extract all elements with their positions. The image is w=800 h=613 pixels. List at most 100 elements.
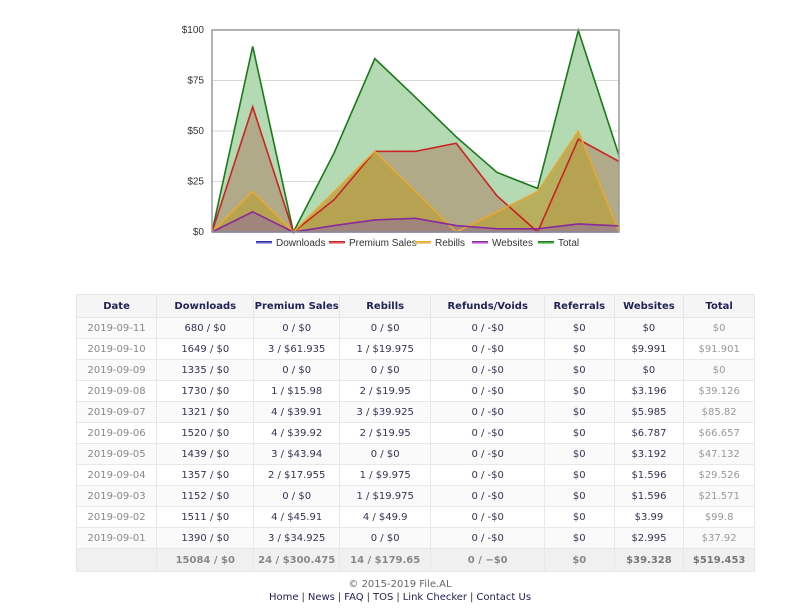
y-tick-label: $0 <box>193 227 205 238</box>
table-cell: 0 / $0 <box>253 359 340 381</box>
y-tick-label: $50 <box>187 126 204 137</box>
table-cell: 0 / $0 <box>338 527 432 549</box>
table-cell: 1520 / $0 <box>156 422 255 444</box>
date-cell: 2019-09-10 <box>75 338 158 360</box>
table-cell: $3.196 <box>613 380 685 402</box>
table-cell: 1 / $9.975 <box>338 464 432 486</box>
table-row: 2019-09-03 1152 / $0 0 / $0 1 / $19.975 0 / … <box>75 485 755 507</box>
table-cell: 1649 / $0 <box>156 338 255 360</box>
table-cell: $0 <box>543 380 615 402</box>
table-cell: 3 / $43.94 <box>253 443 340 465</box>
table-cell: 1439 / $0 <box>156 443 255 465</box>
link-separator: | <box>396 592 400 603</box>
table-cell: 0 / -$0 <box>430 527 545 549</box>
table-cell: $1.596 <box>613 485 685 507</box>
table-row: 2019-09-05 1439 / $0 3 / $43.94 0 / $0 0 / -… <box>75 443 755 465</box>
footer-link-contact-us[interactable]: Contact Us <box>476 592 532 603</box>
table-cell: 1335 / $0 <box>156 359 255 381</box>
area-websites <box>212 211 619 232</box>
legend-item-websites[interactable]: Websites <box>472 238 533 249</box>
table-cell: 1390 / $0 <box>156 527 255 549</box>
legend-item-downloads[interactable]: Downloads <box>256 238 325 249</box>
link-separator: | <box>366 592 371 603</box>
chart-legend: Downloads Premium Sales Rebills Websites Tot… <box>256 238 579 249</box>
legend-item-premium-sales[interactable]: Premium Sales <box>329 238 417 249</box>
total-cell <box>75 548 158 572</box>
stats-table: Date Downloads Premium Sales Rebills Refunds… <box>75 294 755 572</box>
table-cell: 1321 / $0 <box>156 401 255 423</box>
total-cell: 15084 / $0 <box>156 548 255 572</box>
table-cell: $0 <box>683 317 755 339</box>
area-total <box>212 30 619 233</box>
table-cell: 4 / $45.91 <box>253 506 340 528</box>
table-row: 2019-09-02 1511 / $0 4 / $45.91 4 / $49.9 0 … <box>75 506 755 528</box>
footer-link-faq[interactable]: FAQ <box>344 592 364 603</box>
table-header-row: Date Downloads Premium Sales Rebills Refunds… <box>75 294 755 318</box>
line-total <box>211 27 620 235</box>
table-cell: $0 <box>543 401 615 423</box>
column-header: Websites <box>613 294 685 318</box>
y-axis-ticks: $0 $25 $50 $75 $100 <box>182 25 205 238</box>
table-cell: $0 <box>683 359 755 381</box>
date-cell: 2019-09-02 <box>75 506 158 528</box>
table-cell: $9.991 <box>613 338 685 360</box>
total-cell: $39.328 <box>613 548 685 572</box>
table-cell: 4 / $49.9 <box>338 506 432 528</box>
table-cell: 0 / $0 <box>338 359 432 381</box>
date-cell: 2019-09-08 <box>75 380 158 402</box>
table-cell: 0 / -$0 <box>430 380 545 402</box>
footer-link-link-checker[interactable]: Link Checker <box>402 592 468 603</box>
table-cell: $99.8 <box>683 506 755 528</box>
table-cell: $0 <box>543 422 615 444</box>
table-cell: 3 / $34.925 <box>253 527 340 549</box>
table-cell: $0 <box>543 527 615 549</box>
y-tick-label: $100 <box>182 25 205 36</box>
table-cell: $85.82 <box>683 401 755 423</box>
footer-link-tos[interactable]: TOS <box>373 592 394 603</box>
legend-label: Rebills <box>435 238 465 249</box>
date-cell: 2019-09-09 <box>75 359 158 381</box>
table-cell: 1511 / $0 <box>156 506 255 528</box>
footer-link-news[interactable]: News <box>307 592 335 603</box>
table-cell: $3.99 <box>613 506 685 528</box>
table-cell: $0 <box>543 359 615 381</box>
table-cell: 4 / $39.91 <box>253 401 340 423</box>
table-cell: $0 <box>543 464 615 486</box>
table-cell: 0 / -$0 <box>430 338 545 360</box>
legend-label: Premium Sales <box>349 238 417 249</box>
footer-links: Home | News | FAQ | TOS | Link Checker | Contact U… <box>0 592 800 603</box>
legend-item-total[interactable]: Total <box>538 238 579 249</box>
table-cell: 0 / -$0 <box>430 464 545 486</box>
date-cell: 2019-09-06 <box>75 422 158 444</box>
totals-row: 15084 / $0 24 / $300.475 14 / $179.65 0 / −… <box>75 548 755 572</box>
legend-swatch <box>329 241 345 243</box>
table-cell: 3 / $61.935 <box>253 338 340 360</box>
table-cell: $0 <box>543 506 615 528</box>
column-header: Refunds/Voids <box>430 294 545 318</box>
footer-link-home[interactable]: Home <box>268 592 299 603</box>
table-cell: 2 / $19.95 <box>338 380 432 402</box>
table-cell: 1 / $19.975 <box>338 485 432 507</box>
table-cell: $29.526 <box>683 464 755 486</box>
table-cell: 0 / -$0 <box>430 485 545 507</box>
total-cell: 24 / $300.475 <box>253 548 340 572</box>
total-cell: $0 <box>543 548 615 572</box>
table-cell: 3 / $39.925 <box>338 401 432 423</box>
table-cell: 0 / -$0 <box>430 317 545 339</box>
table-row: 2019-09-07 1321 / $0 4 / $39.91 3 / $39.925… <box>75 401 755 423</box>
table-cell: 1730 / $0 <box>156 380 255 402</box>
legend-swatch <box>472 241 488 243</box>
table-cell: $0 <box>613 359 685 381</box>
date-cell: 2019-09-01 <box>75 527 158 549</box>
table-body: 2019-09-11 680 / $0 0 / $0 0 / $0 0 / -$0 $0 $… <box>75 317 755 572</box>
table-cell: $0 <box>613 317 685 339</box>
column-header: Date <box>75 294 158 318</box>
table-row: 2019-09-10 1649 / $0 3 / $61.935 1 / $19.97… <box>75 338 755 360</box>
table-cell: 2 / $17.955 <box>253 464 340 486</box>
legend-item-rebills[interactable]: Rebills <box>415 238 465 249</box>
table-cell: $0 <box>543 338 615 360</box>
legend-swatch <box>538 241 554 243</box>
legend-label: Downloads <box>276 238 325 249</box>
legend-label: Total <box>558 238 579 249</box>
date-cell: 2019-09-05 <box>75 443 158 465</box>
